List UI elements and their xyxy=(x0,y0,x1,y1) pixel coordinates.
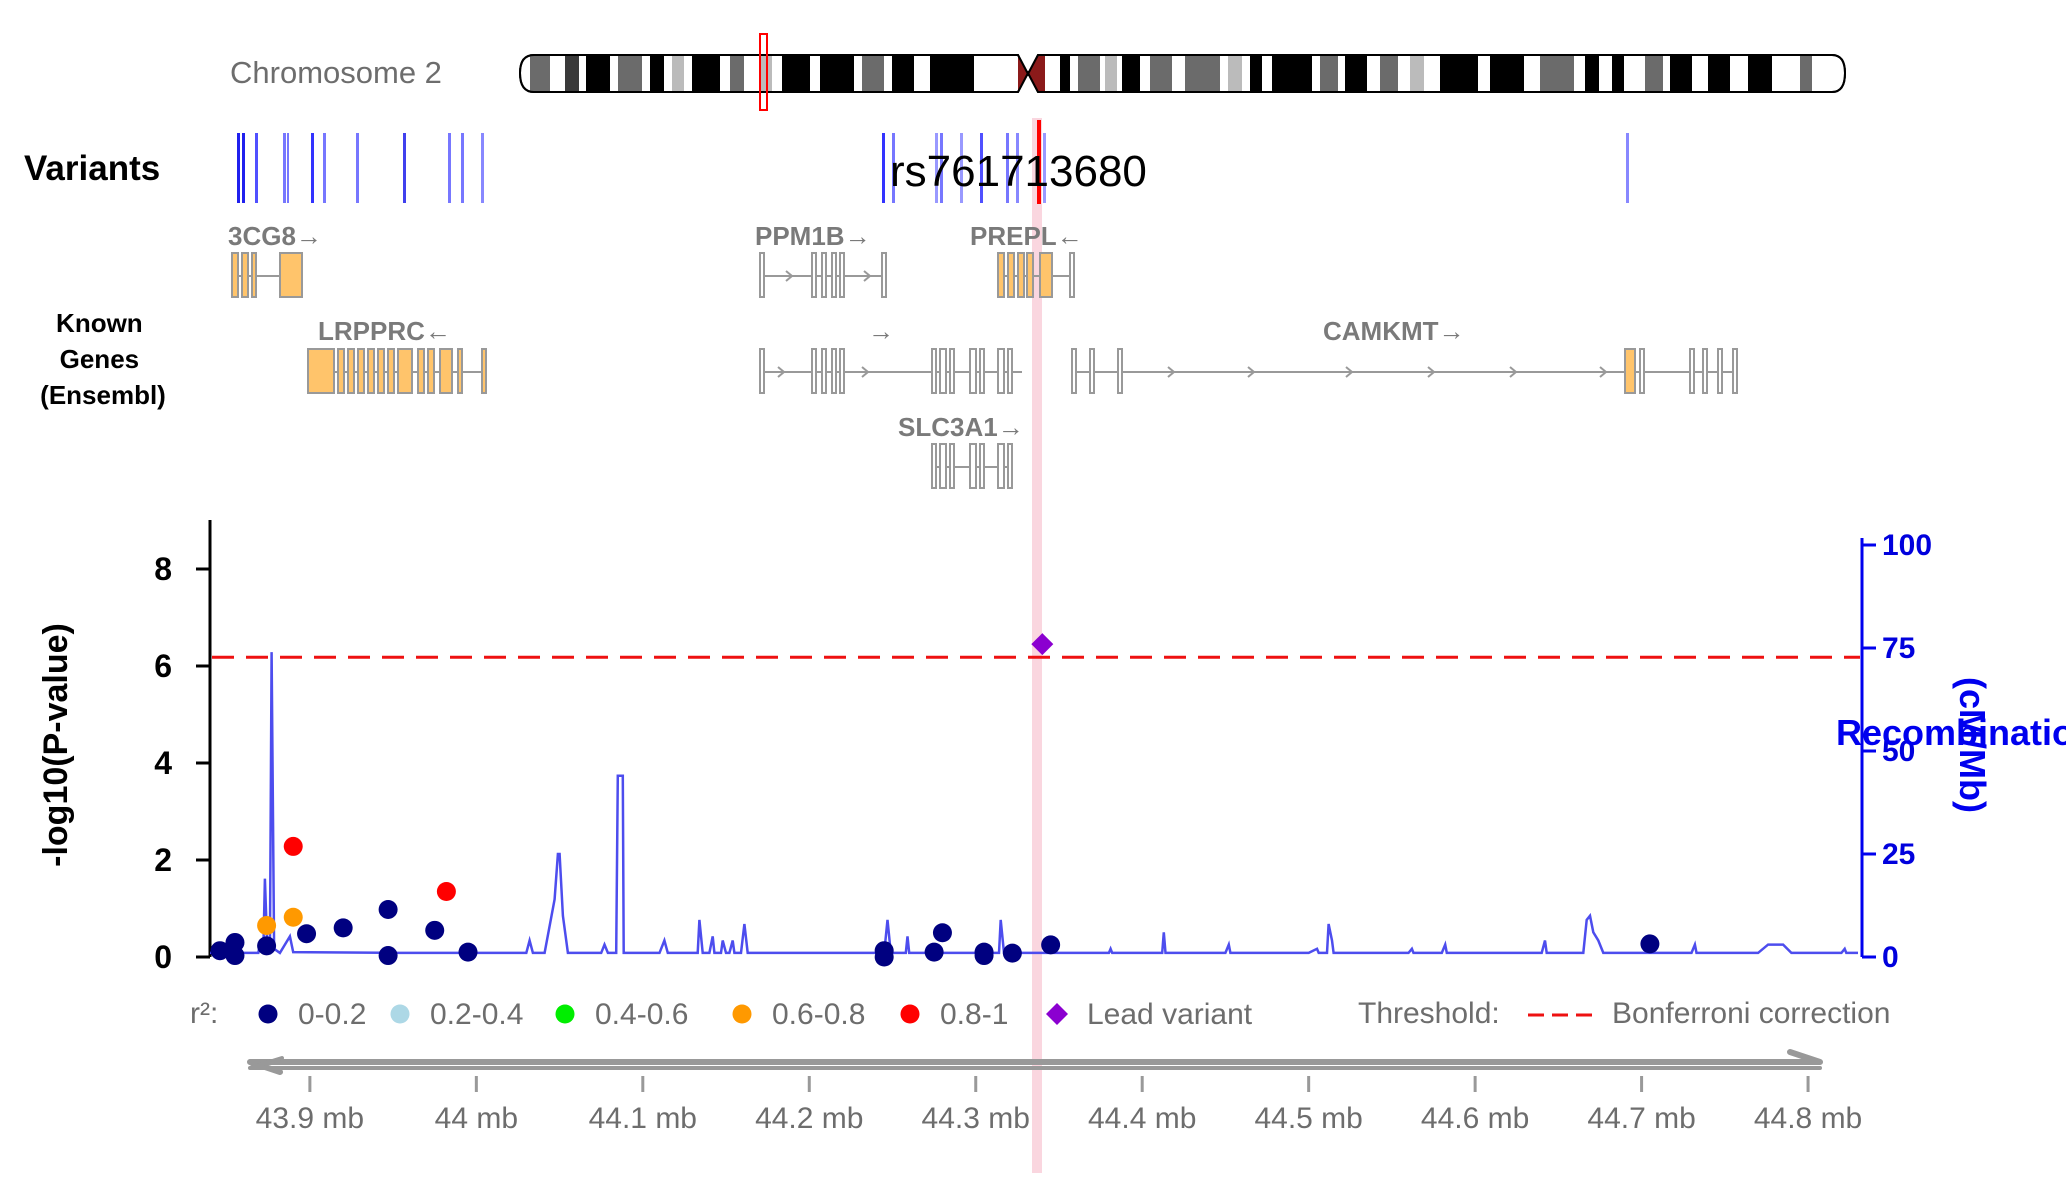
lead-variant-diamond xyxy=(1031,633,1054,656)
point-r2-0-0.2-16 xyxy=(1002,943,1022,963)
legend-swatch-3 xyxy=(732,1004,752,1024)
lead-variant-marker-group xyxy=(1031,633,1054,656)
y-tick-label-1: 2 xyxy=(154,842,172,878)
legend-swatch-2 xyxy=(555,1004,575,1024)
x-axis-double-arrow xyxy=(247,1049,1823,1075)
point-r2-0-0.2-0 xyxy=(210,941,230,961)
x-tick-label-5: 44.4 mb xyxy=(1088,1102,1196,1135)
legend-swatch-4 xyxy=(900,1004,920,1024)
x-tick-label-9: 44.8 mb xyxy=(1754,1102,1862,1135)
y2-tick-label-4: 100 xyxy=(1882,529,1932,562)
gene-label-slc3a1: SLC3A1→ xyxy=(898,412,1024,442)
y2-axis-title-units: (cM/Mb) xyxy=(1952,677,1993,813)
chromosome-region-marker xyxy=(759,33,768,111)
legend-swatch-1 xyxy=(390,1004,410,1024)
right-y-axis: 0 25 50 75 100 Recombination Rate (cM/Mb) xyxy=(1836,529,2066,974)
y-tick-label-3: 6 xyxy=(154,648,172,684)
point-r2-0-0.2-7 xyxy=(378,946,398,966)
gene-ppm1b: PPM1B→ xyxy=(755,221,887,298)
legend: r²: 0-0.2 0.2-0.4 0.4-0.6 0.6-0.8 0.8-1 Lead … xyxy=(190,997,1890,1031)
gene-label-bcg8: 3CG8→ xyxy=(228,221,322,251)
point-r2-0-0.2-2 xyxy=(225,946,245,966)
x-tick-label-4: 44.3 mb xyxy=(922,1102,1030,1135)
recombination-rate-polyline xyxy=(210,652,1858,955)
legend-threshold-label: Threshold: xyxy=(1358,997,1500,1030)
point-r2-0-0.2-8 xyxy=(425,920,445,940)
gene-label-lrpprc: LRPPRC← xyxy=(318,316,451,346)
x-tick-label-8: 44.7 mb xyxy=(1587,1102,1695,1135)
chromosome-ideogram xyxy=(518,33,1847,111)
point-r2-0-0.2-18 xyxy=(1640,934,1660,954)
point-r2-0-0.2-17 xyxy=(1041,935,1061,955)
point-r2-0-0.2-11 xyxy=(874,947,894,967)
legend-r2-label: r²: xyxy=(190,997,218,1030)
gene-unnamed-forward: → xyxy=(759,316,1022,394)
left-y-axis: 0 2 4 6 8 -log10(P-value) xyxy=(37,520,212,975)
x-tick-label-2: 44.1 mb xyxy=(589,1102,697,1135)
gene-bcg8: 3CG8→ xyxy=(228,221,322,298)
x-tick-label-7: 44.6 mb xyxy=(1421,1102,1529,1135)
gene-slc3a1: SLC3A1→ xyxy=(898,412,1024,489)
point-r2-0-0.2-9 xyxy=(458,942,478,962)
legend-threshold-name: Bonferroni correction xyxy=(1612,997,1890,1030)
gene-label-unnamed: → xyxy=(868,316,894,346)
y2-tick-label-3: 75 xyxy=(1882,632,1915,665)
legend-label-5: Lead variant xyxy=(1087,998,1253,1031)
x-tick-label-0: 43.9 mb xyxy=(256,1102,364,1135)
point-r2-0.6-0.8-1 xyxy=(283,907,303,927)
x-tick-label-3: 44.2 mb xyxy=(755,1102,863,1135)
genes-track-label: Known Genes (Ensembl) xyxy=(40,308,166,410)
point-r2-0-0.2-5 xyxy=(333,918,353,938)
gene-lrpprc: LRPPRC← xyxy=(307,316,487,394)
point-r2-0-0.2-13 xyxy=(932,923,952,943)
gene-label-prepl: PREPL← xyxy=(970,221,1083,251)
chromosome-label: Chromosome 2 xyxy=(230,55,442,90)
variant-ticks xyxy=(237,120,1629,204)
point-r2-0-0.2-1 xyxy=(225,932,245,952)
y-tick-label-2: 4 xyxy=(154,745,172,781)
x-tick-label-6: 44.5 mb xyxy=(1254,1102,1362,1135)
point-r2-0.6-0.8-0 xyxy=(257,915,277,935)
y-tick-label-0: 0 xyxy=(154,939,172,975)
point-r2-0-0.2-3 xyxy=(257,936,277,956)
scatter-points xyxy=(210,836,1660,967)
y-axis-title: -log10(P-value) xyxy=(37,623,75,867)
y-tick-label-4: 8 xyxy=(154,551,172,587)
point-r2-0-0.2-4 xyxy=(297,924,317,944)
lead-variant-label: rs761713680 xyxy=(890,147,1147,196)
legend-label-0: 0-0.2 xyxy=(298,998,366,1031)
y2-tick-label-2: 50 xyxy=(1882,735,1915,768)
x-axis: 43.9 mb 44 mb 44.1 mb 44.2 mb 44.3 mb 44.4 mb… xyxy=(247,1049,1862,1135)
variants-track-label: Variants xyxy=(24,149,160,188)
legend-swatch-lead-variant xyxy=(1046,1003,1068,1025)
gene-label-camkmt: CAMKMT→ xyxy=(1323,316,1465,346)
y2-axis-title: Recombination Rate xyxy=(1836,712,2066,753)
recombination-rate-line xyxy=(210,652,1858,955)
legend-label-2: 0.4-0.6 xyxy=(595,998,688,1031)
y2-tick-label-0: 0 xyxy=(1882,941,1899,974)
legend-label-1: 0.2-0.4 xyxy=(430,998,523,1031)
point-r2-0-0.2-6 xyxy=(378,899,398,919)
y2-tick-label-1: 25 xyxy=(1882,838,1915,871)
legend-label-3: 0.6-0.8 xyxy=(772,998,865,1031)
gene-prepl: PREPL← xyxy=(970,221,1083,298)
point-r2-0-0.2-15 xyxy=(974,946,994,966)
point-r2-0.8-1-0 xyxy=(283,836,303,856)
point-r2-0-0.2-12 xyxy=(924,942,944,962)
gene-label-ppm1b: PPM1B→ xyxy=(755,221,871,251)
point-r2-0.8-1-1 xyxy=(436,882,456,902)
legend-label-4: 0.8-1 xyxy=(940,998,1008,1031)
legend-swatch-0 xyxy=(258,1004,278,1024)
gene-camkmt: CAMKMT→ xyxy=(1071,316,1738,394)
x-tick-label-1: 44 mb xyxy=(435,1102,518,1135)
